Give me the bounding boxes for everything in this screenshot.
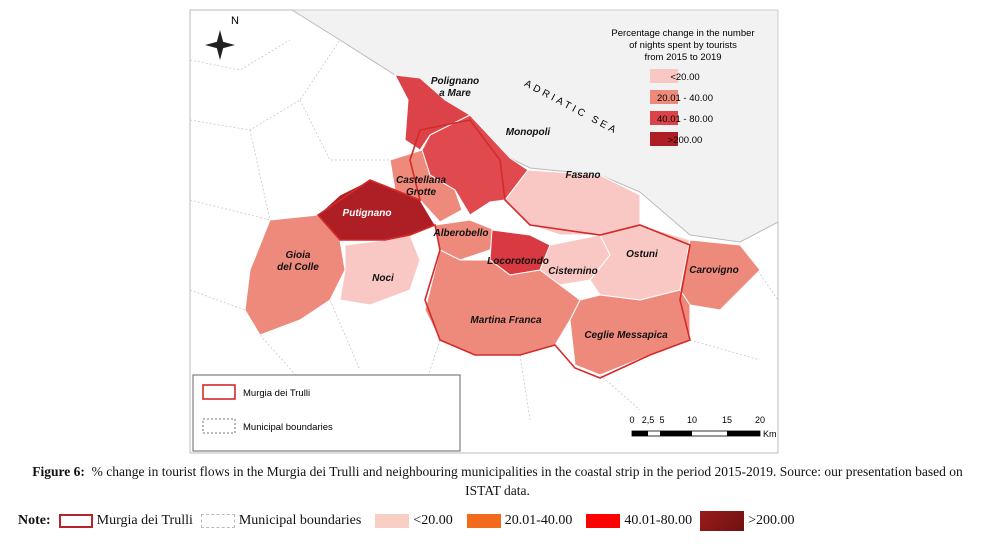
legend-label: <20.00 [670, 72, 699, 83]
place-label: Monopoli [506, 127, 551, 138]
legend-label: >200.00 [668, 135, 703, 146]
boundary-label: Murgia dei Trulli [243, 388, 310, 399]
place-label: Polignano [431, 76, 479, 87]
place-label: Fasano [565, 170, 600, 181]
note-swatch [375, 514, 410, 528]
note-item: 20.01-40.00 [504, 513, 573, 528]
caption: Figure 6: % change in tourist flows in t… [30, 462, 965, 500]
map: N ADRIATIC SEA Percentage change in the … [189, 9, 779, 454]
legend-swatch [650, 69, 678, 83]
scale-label: 2,5 [642, 415, 655, 425]
note-item: >200.00 [748, 513, 795, 528]
note-item: Municipal boundaries [238, 513, 362, 528]
boundary-legend-box [192, 374, 461, 452]
legend-label: 20.01 - 40.00 [657, 93, 713, 104]
place-label: Martina Franca [470, 315, 542, 326]
scale-label: 15 [722, 415, 732, 425]
note-label: Note: [18, 513, 51, 528]
place-label: Ceglie Messapica [584, 330, 668, 341]
note-swatch [466, 514, 501, 528]
note-item: <20.00 [413, 513, 453, 528]
note-swatch [200, 514, 235, 528]
scale-label: 10 [687, 415, 697, 425]
place-label: a Mare [439, 88, 471, 99]
legend-swatch [650, 132, 678, 146]
municipalities [244, 74, 761, 376]
caption-label: Figure 6: [32, 464, 85, 479]
boundary-legend: Murgia dei Trulli Municipal boundaries [192, 374, 461, 452]
legend-swatch [650, 90, 678, 104]
place-labels: Polignano a Mare Monopoli Fasano Castell… [277, 76, 739, 341]
murgia-outline [316, 119, 691, 379]
place-label: Grotte [406, 187, 436, 198]
legend-title: of nights spent by tourists [629, 40, 737, 51]
place-label: Castellana [396, 175, 446, 186]
scale-label: 20 [755, 415, 765, 425]
scale-label: 5 [659, 415, 664, 425]
place-label: Locorotondo [487, 256, 549, 267]
scale-unit: Km [763, 429, 777, 439]
caption-text: % change in tourist flows in the Murgia … [91, 464, 963, 498]
note-swatch [700, 511, 745, 531]
place-label: Putignano [343, 208, 392, 219]
legend-title: Percentage change in the number [611, 28, 754, 39]
note-swatch [586, 514, 621, 528]
place-label: Noci [372, 273, 394, 284]
scale-bar: 0 2,5 5 10 15 20 Km [629, 415, 776, 439]
note-swatch [58, 514, 93, 528]
boundary-label: Municipal boundaries [243, 422, 333, 433]
place-label: Ostuni [626, 249, 658, 260]
north-label: N [231, 15, 239, 27]
north-arrow: N [205, 15, 239, 60]
legend-swatch [650, 111, 678, 125]
place-label: Carovigno [689, 265, 738, 276]
legend: Percentage change in the number of night… [611, 28, 755, 146]
municipal-lines [189, 39, 779, 421]
place-label: Cisternino [548, 266, 597, 277]
note: Note: Murgia dei Trulli Municipal bounda… [18, 511, 795, 531]
place-label: del Colle [277, 262, 319, 273]
note-item: Murgia dei Trulli [96, 513, 193, 528]
note-item: 40.01-80.00 [624, 513, 693, 528]
legend-title: from 2015 to 2019 [644, 52, 721, 63]
ostuni [589, 224, 691, 301]
place-label: Gioia [285, 250, 310, 261]
legend-label: 40.01 - 80.00 [657, 114, 713, 125]
scale-label: 0 [629, 415, 634, 425]
place-label: Alberobello [432, 228, 488, 239]
